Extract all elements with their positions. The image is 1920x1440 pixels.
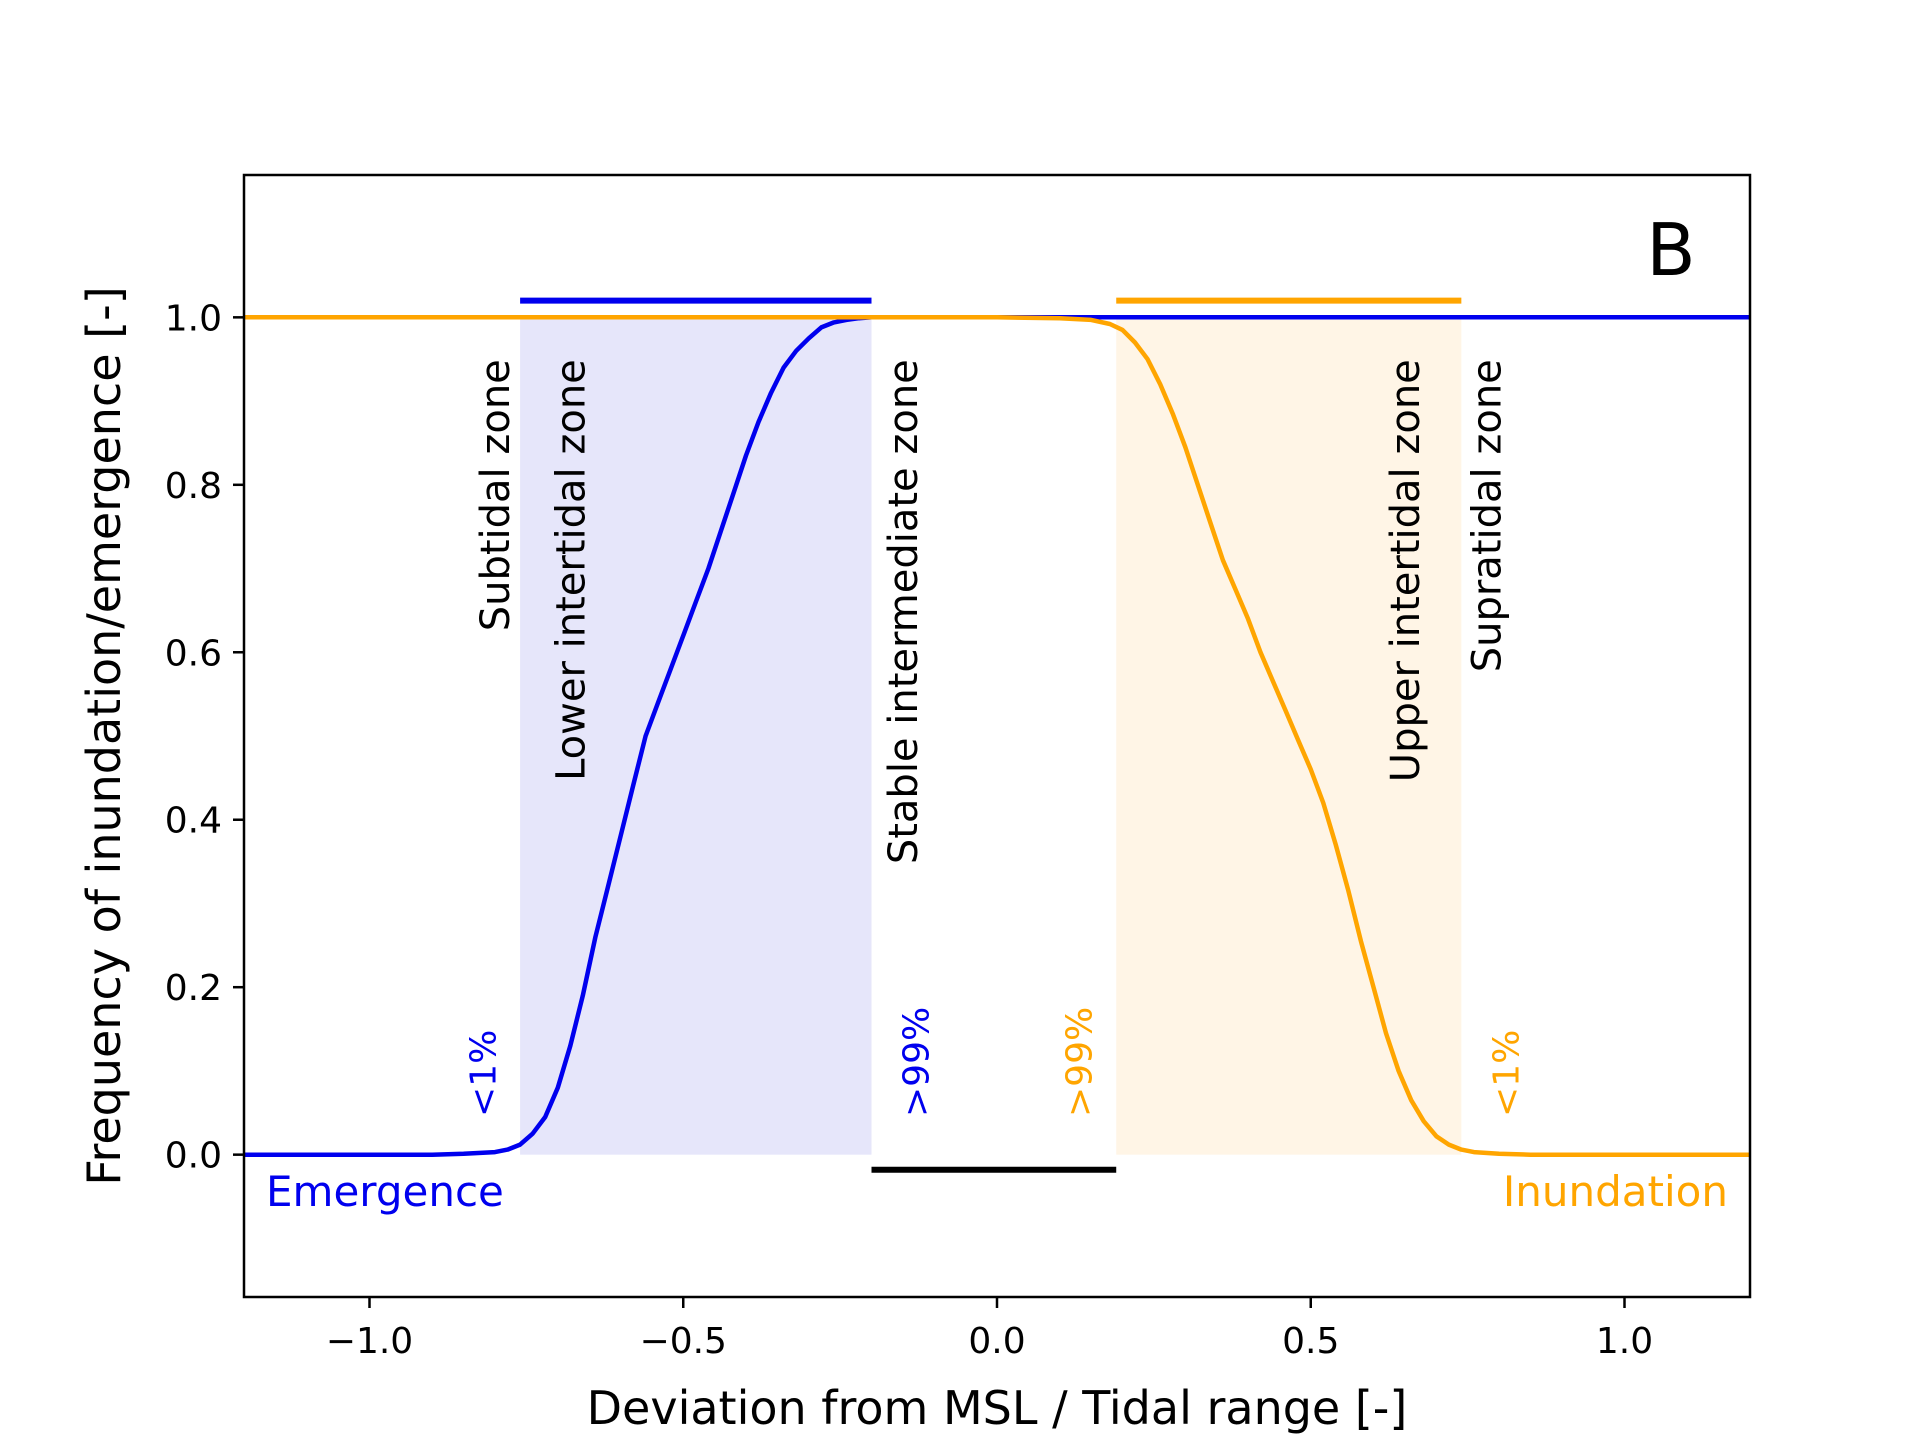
y-tick-label: 0.8	[165, 466, 222, 507]
chart-annotations: Subtidal zone Lower intertidal zone Stable…	[266, 359, 1728, 1216]
percent-label: <1%	[463, 1030, 504, 1117]
zone-label: Lower intertidal zone	[548, 359, 594, 781]
y-axis-label: Frequency of inundation/emergence [-]	[77, 286, 131, 1185]
x-tick-label: −1.0	[326, 1321, 413, 1362]
y-tick-label: 0.4	[165, 801, 222, 842]
x-tick-label: 0.5	[1282, 1321, 1339, 1362]
zone-label: Stable intermediate zone	[881, 359, 927, 864]
y-tick-label: 0.6	[165, 633, 222, 674]
percent-label: >99%	[896, 1007, 937, 1117]
series-line-inundation	[244, 315, 1750, 1157]
y-tick-label: 0.2	[165, 968, 222, 1009]
series-label-emergence: Emergence	[266, 1167, 504, 1216]
y-tick-label: 1.0	[165, 298, 222, 339]
x-axis-label: Deviation from MSL / Tidal range [-]	[587, 1381, 1408, 1435]
axis-ticks: −1.0 −0.5 0.0 0.5 1.0 0.0 0.2 0.4 0.6 0.8 1.0	[165, 298, 1653, 1362]
zone-label: Subtidal zone	[473, 359, 519, 631]
panel-letter: B	[1646, 208, 1695, 292]
percent-label: <1%	[1486, 1030, 1527, 1117]
x-tick-label: −0.5	[640, 1321, 727, 1362]
series-label-inundation: Inundation	[1503, 1167, 1728, 1216]
percent-label: >99%	[1060, 1007, 1101, 1117]
zone-label: Supratidal zone	[1464, 359, 1510, 672]
series-lines	[244, 315, 1750, 1157]
range-bars	[520, 297, 1462, 1173]
x-tick-label: 1.0	[1596, 1321, 1653, 1362]
y-tick-label: 0.0	[165, 1136, 222, 1177]
shaded-region-1	[1116, 317, 1462, 1155]
zone-label: Upper intertidal zone	[1383, 359, 1429, 782]
series-line-emergence	[244, 315, 1750, 1157]
x-tick-label: 0.0	[968, 1321, 1025, 1362]
